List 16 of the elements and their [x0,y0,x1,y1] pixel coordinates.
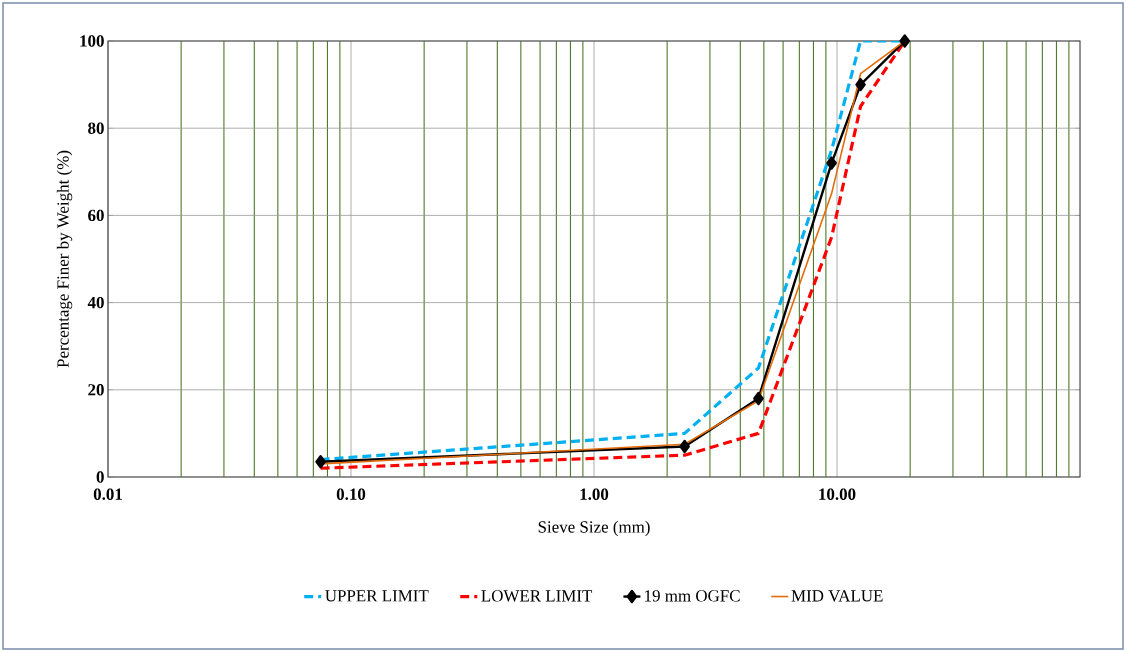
x-tick-label: 0.01 [93,488,122,500]
legend-label: LOWER LIMIT [481,590,593,602]
y-tick-label: 0 [96,471,104,483]
y-tick-label: 40 [87,296,104,309]
legend-label: 19 mm OGFC [645,590,740,602]
y-tick-label: 60 [88,209,104,222]
legend-label: MID VALUE [791,590,883,602]
x-axis-title: Sieve Size (mm) [538,520,650,537]
y-axis-title: Percentage Finer by Weight (%) [56,150,73,368]
x-tick-label: 0.10 [336,488,366,500]
y-tick-label: 80 [88,122,104,134]
x-tick-label: 10.00 [819,488,856,500]
y-tick-label: 100 [80,35,104,47]
x-tick-label: 1.00 [580,488,609,500]
y-tick-label: 20 [88,384,104,396]
legend-label: UPPER LIMIT [325,590,429,602]
